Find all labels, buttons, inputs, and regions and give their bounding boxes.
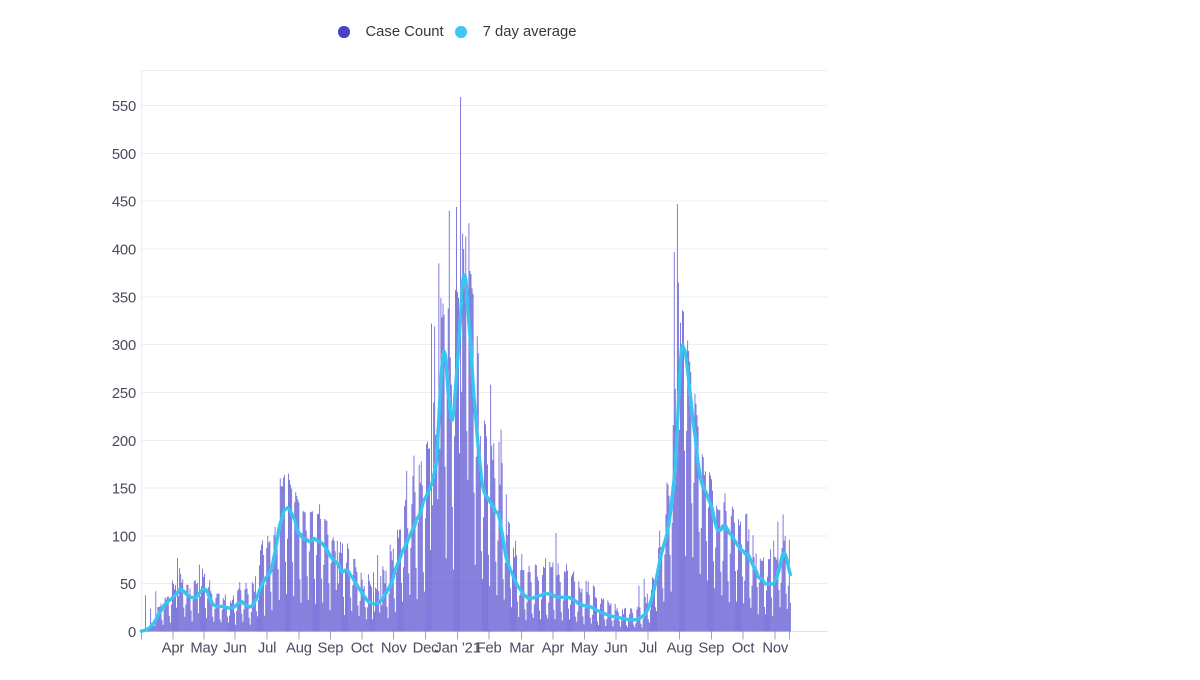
svg-text:May: May [571, 641, 599, 657]
svg-text:450: 450 [112, 195, 136, 211]
svg-text:Apr: Apr [542, 641, 565, 657]
svg-text:Sep: Sep [318, 641, 344, 657]
svg-text:May: May [190, 641, 218, 657]
svg-text:Jun: Jun [604, 641, 627, 657]
svg-text:Sep: Sep [698, 641, 724, 657]
svg-text:250: 250 [112, 386, 136, 402]
svg-text:Oct: Oct [351, 641, 374, 657]
svg-text:50: 50 [120, 577, 136, 593]
svg-text:100: 100 [112, 529, 136, 545]
svg-text:Mar: Mar [509, 641, 534, 657]
svg-text:Jul: Jul [258, 641, 276, 657]
svg-text:Apr: Apr [162, 641, 185, 657]
svg-text:Nov: Nov [762, 641, 789, 657]
svg-text:Dec: Dec [413, 641, 440, 657]
svg-text:300: 300 [112, 338, 136, 354]
svg-text:400: 400 [112, 243, 136, 259]
svg-text:550: 550 [112, 99, 136, 115]
svg-text:Jul: Jul [639, 641, 657, 657]
svg-text:350: 350 [112, 290, 136, 306]
svg-text:Feb: Feb [477, 641, 502, 657]
svg-text:200: 200 [112, 434, 136, 450]
svg-text:Aug: Aug [286, 641, 312, 657]
svg-text:Jan ’21: Jan ’21 [434, 641, 480, 657]
svg-text:Oct: Oct [732, 641, 755, 657]
svg-text:500: 500 [112, 147, 136, 163]
svg-text:Nov: Nov [381, 641, 408, 657]
svg-text:150: 150 [112, 482, 136, 498]
svg-text:Jun: Jun [223, 641, 246, 657]
svg-text:Aug: Aug [667, 641, 693, 657]
svg-text:0: 0 [128, 625, 136, 641]
